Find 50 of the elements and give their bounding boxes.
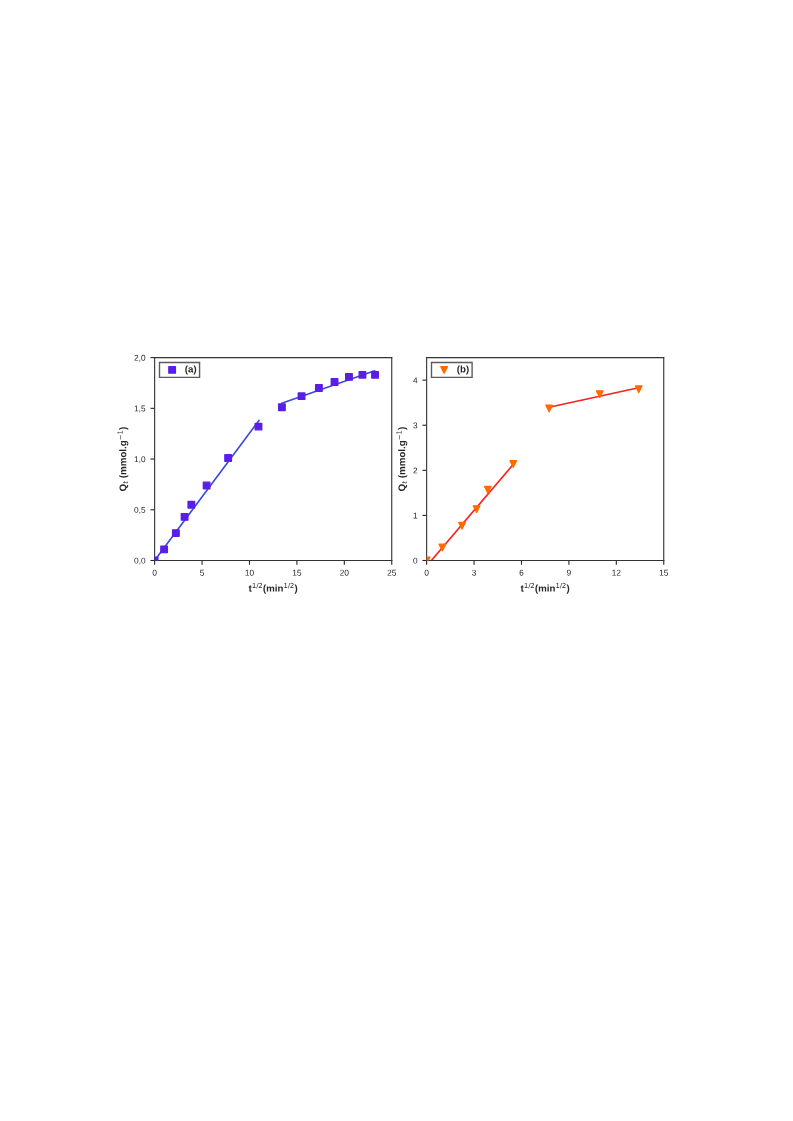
point bbox=[472, 505, 481, 514]
y-tick-label: 2 bbox=[413, 467, 418, 474]
point bbox=[180, 512, 189, 521]
point bbox=[202, 481, 211, 490]
point bbox=[634, 385, 643, 394]
point bbox=[277, 403, 286, 412]
x-tick-label: 5 bbox=[200, 569, 205, 576]
x-tick-label: 0 bbox=[152, 569, 157, 576]
y-tick-label: 2,0 bbox=[134, 354, 146, 362]
point bbox=[314, 384, 323, 392]
legend-label: (b) bbox=[457, 365, 469, 375]
x-tick-label: 3 bbox=[472, 569, 477, 576]
y-tick-label: 1,5 bbox=[134, 405, 146, 413]
point bbox=[187, 500, 196, 509]
x-tick-label: 10 bbox=[245, 569, 254, 576]
x-tick-label: 6 bbox=[519, 569, 524, 576]
point bbox=[371, 370, 380, 379]
point bbox=[171, 529, 180, 538]
x-tick-label: 15 bbox=[659, 569, 669, 576]
y-tick-label: 0,5 bbox=[134, 506, 146, 514]
point bbox=[330, 377, 339, 386]
point bbox=[345, 372, 353, 381]
point bbox=[545, 404, 554, 413]
point bbox=[458, 521, 466, 530]
x-axis-title: t$^{1/2}$(min$^{1/2}$) bbox=[248, 582, 298, 594]
x-tick-label: 20 bbox=[340, 569, 349, 576]
point bbox=[297, 392, 306, 401]
point bbox=[160, 545, 169, 554]
x-tick-label: 12 bbox=[612, 569, 621, 576]
point bbox=[509, 460, 518, 468]
y-tick-label: 3 bbox=[413, 422, 418, 429]
x-tick-label: 15 bbox=[292, 569, 302, 576]
x-tick-label: 25 bbox=[387, 569, 397, 576]
legend-label: (a) bbox=[185, 365, 197, 375]
y-axis-title: Q$_{t}$ (mmol.g$^{−1}$) bbox=[396, 427, 408, 492]
x-axis-title: t$^{1/2}$(min$^{1/2}$) bbox=[520, 582, 570, 594]
point bbox=[483, 485, 492, 494]
point bbox=[595, 390, 604, 399]
point bbox=[438, 543, 447, 552]
x-tick-label: 9 bbox=[566, 569, 571, 576]
x-tick-label: 0 bbox=[424, 569, 429, 576]
y-tick-label: 4 bbox=[413, 377, 418, 384]
y-tick-label: 0,0 bbox=[134, 557, 146, 565]
y-tick-label: 0 bbox=[413, 557, 418, 564]
y-tick-label: 1,0 bbox=[134, 456, 146, 464]
y-tick-label: 1 bbox=[413, 512, 418, 519]
point bbox=[254, 422, 263, 431]
point bbox=[224, 454, 233, 462]
y-axis-title: Q$_{t}$ (mmol.g$^{−1}$) bbox=[117, 427, 129, 492]
point bbox=[358, 370, 367, 379]
